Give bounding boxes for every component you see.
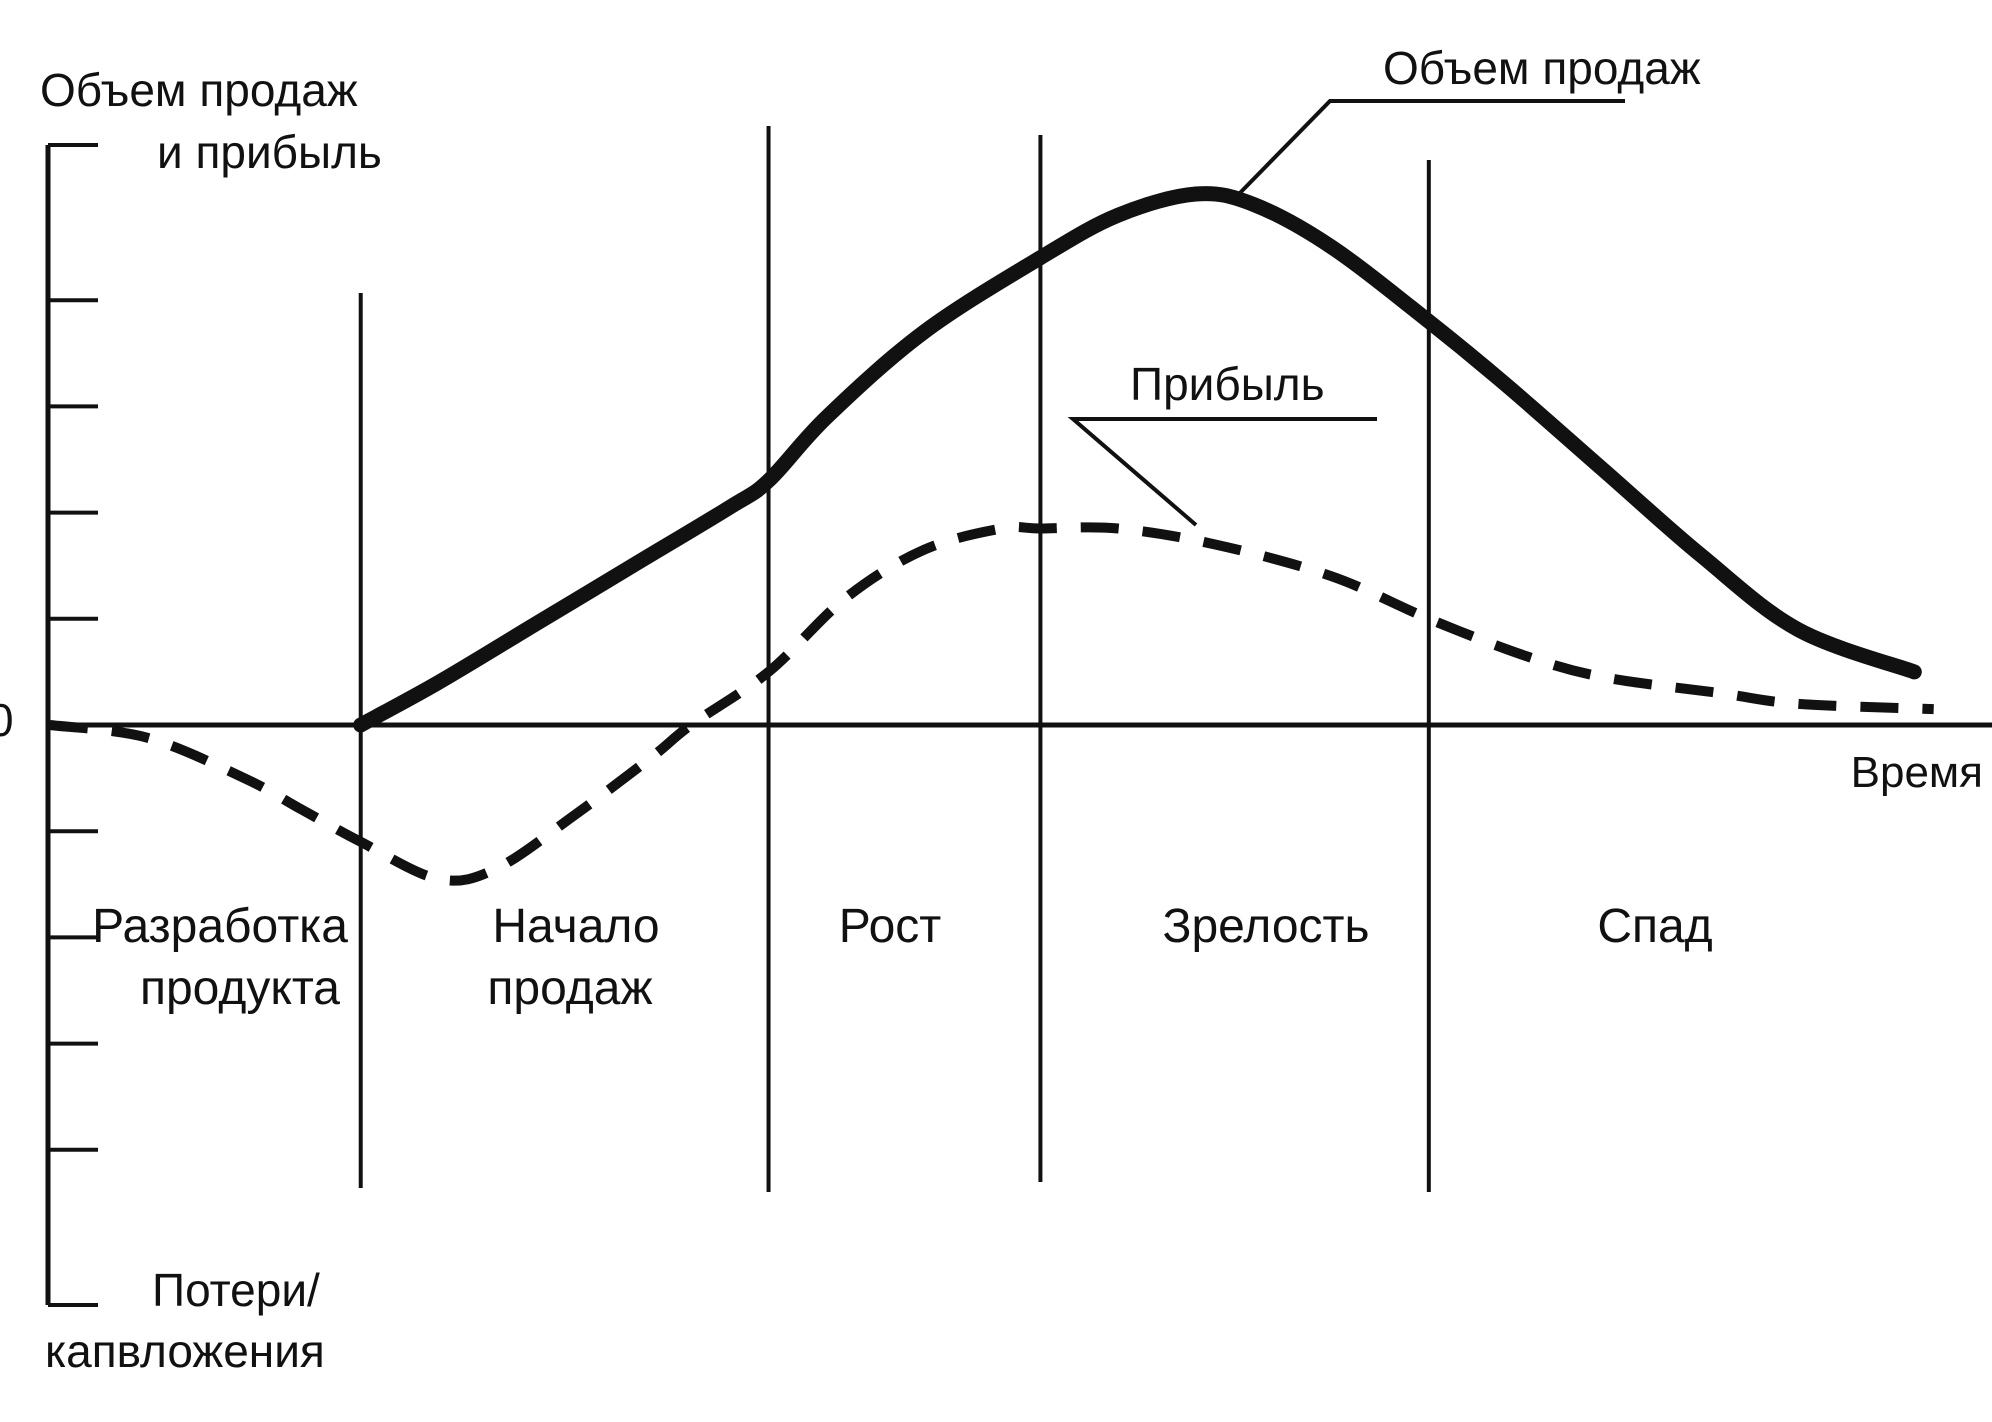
zero-tick-label: 0 xyxy=(0,694,14,746)
stage-label-introduction-line-1: Начало xyxy=(492,900,659,953)
sales-label-leader xyxy=(1233,99,1625,200)
stage-label-development-line-2: продукта xyxy=(140,962,340,1015)
series-label-profit: Прибыль xyxy=(1130,358,1325,410)
y-axis-title-line-1: Объем продаж xyxy=(40,64,358,116)
stage-label-introduction-line-2: продаж xyxy=(487,962,652,1015)
axes-layer xyxy=(45,143,1992,1307)
stage-boundaries xyxy=(358,126,1431,1192)
profit-curve xyxy=(49,521,1934,886)
stage-label-maturity: Зрелость xyxy=(1162,900,1369,953)
sales-curve xyxy=(353,186,1922,733)
series-label-sales: Объем продаж xyxy=(1383,42,1701,94)
stage-label-growth: Рост xyxy=(839,900,942,953)
profit-label-leader xyxy=(1067,417,1377,527)
series-layer xyxy=(49,186,1934,886)
x-axis-title: Время xyxy=(1851,748,1983,797)
annotations-layer xyxy=(1067,99,1625,527)
stage-label-development-line-1: Разработка xyxy=(92,900,348,953)
y-axis-title-line-2: и прибыль xyxy=(157,126,382,178)
y-axis-bottom-label-line-1: Потери/ xyxy=(152,1264,320,1316)
y-axis-bottom-label-line-2: капвложения xyxy=(45,1325,325,1377)
stage-label-decline: Спад xyxy=(1597,900,1712,953)
